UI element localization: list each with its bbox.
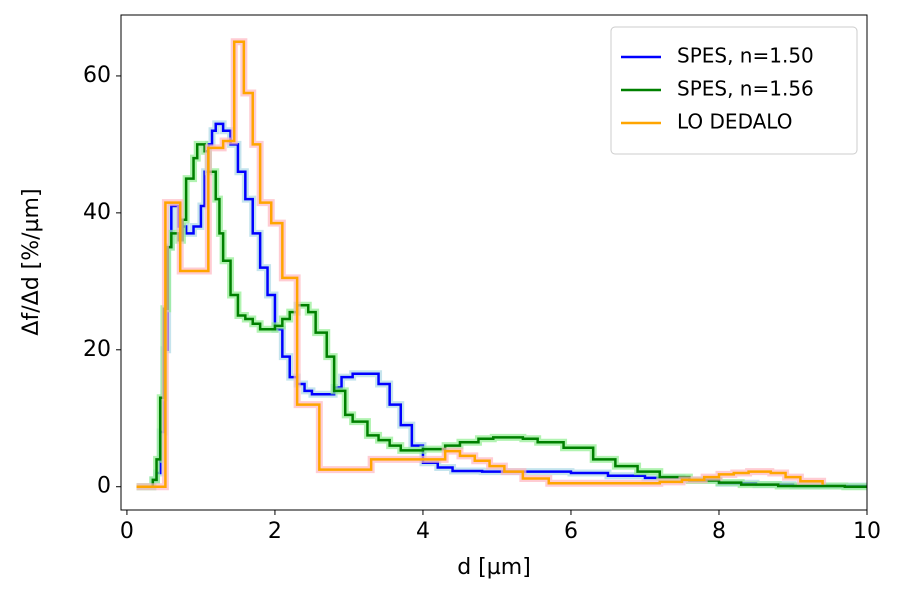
- plot-frame: [120, 14, 868, 511]
- legend-label: LO DEDALO: [677, 110, 792, 134]
- y-tick-label: 40: [83, 200, 111, 225]
- x-tick-label: 0: [120, 519, 134, 544]
- x-tick-label: 6: [564, 519, 578, 544]
- x-tick-label: 10: [853, 519, 881, 544]
- series-line: [136, 143, 867, 488]
- legend-label: SPES, n=1.56: [677, 77, 814, 101]
- legend-box: [610, 26, 858, 155]
- series-line: [136, 122, 867, 488]
- y-axis-label: Δf/Δd [%/µm]: [19, 188, 44, 335]
- x-tick-label: 4: [416, 519, 430, 544]
- legend-label: SPES, n=1.50: [677, 44, 814, 68]
- y-tick-label: 0: [97, 474, 111, 499]
- x-axis-label: d [µm]: [457, 555, 531, 580]
- x-tick-label: 8: [712, 519, 726, 544]
- x-tick-label: 2: [268, 519, 282, 544]
- y-tick-label: 20: [83, 337, 111, 362]
- y-tick-label: 60: [83, 63, 111, 88]
- series-line: [136, 40, 824, 488]
